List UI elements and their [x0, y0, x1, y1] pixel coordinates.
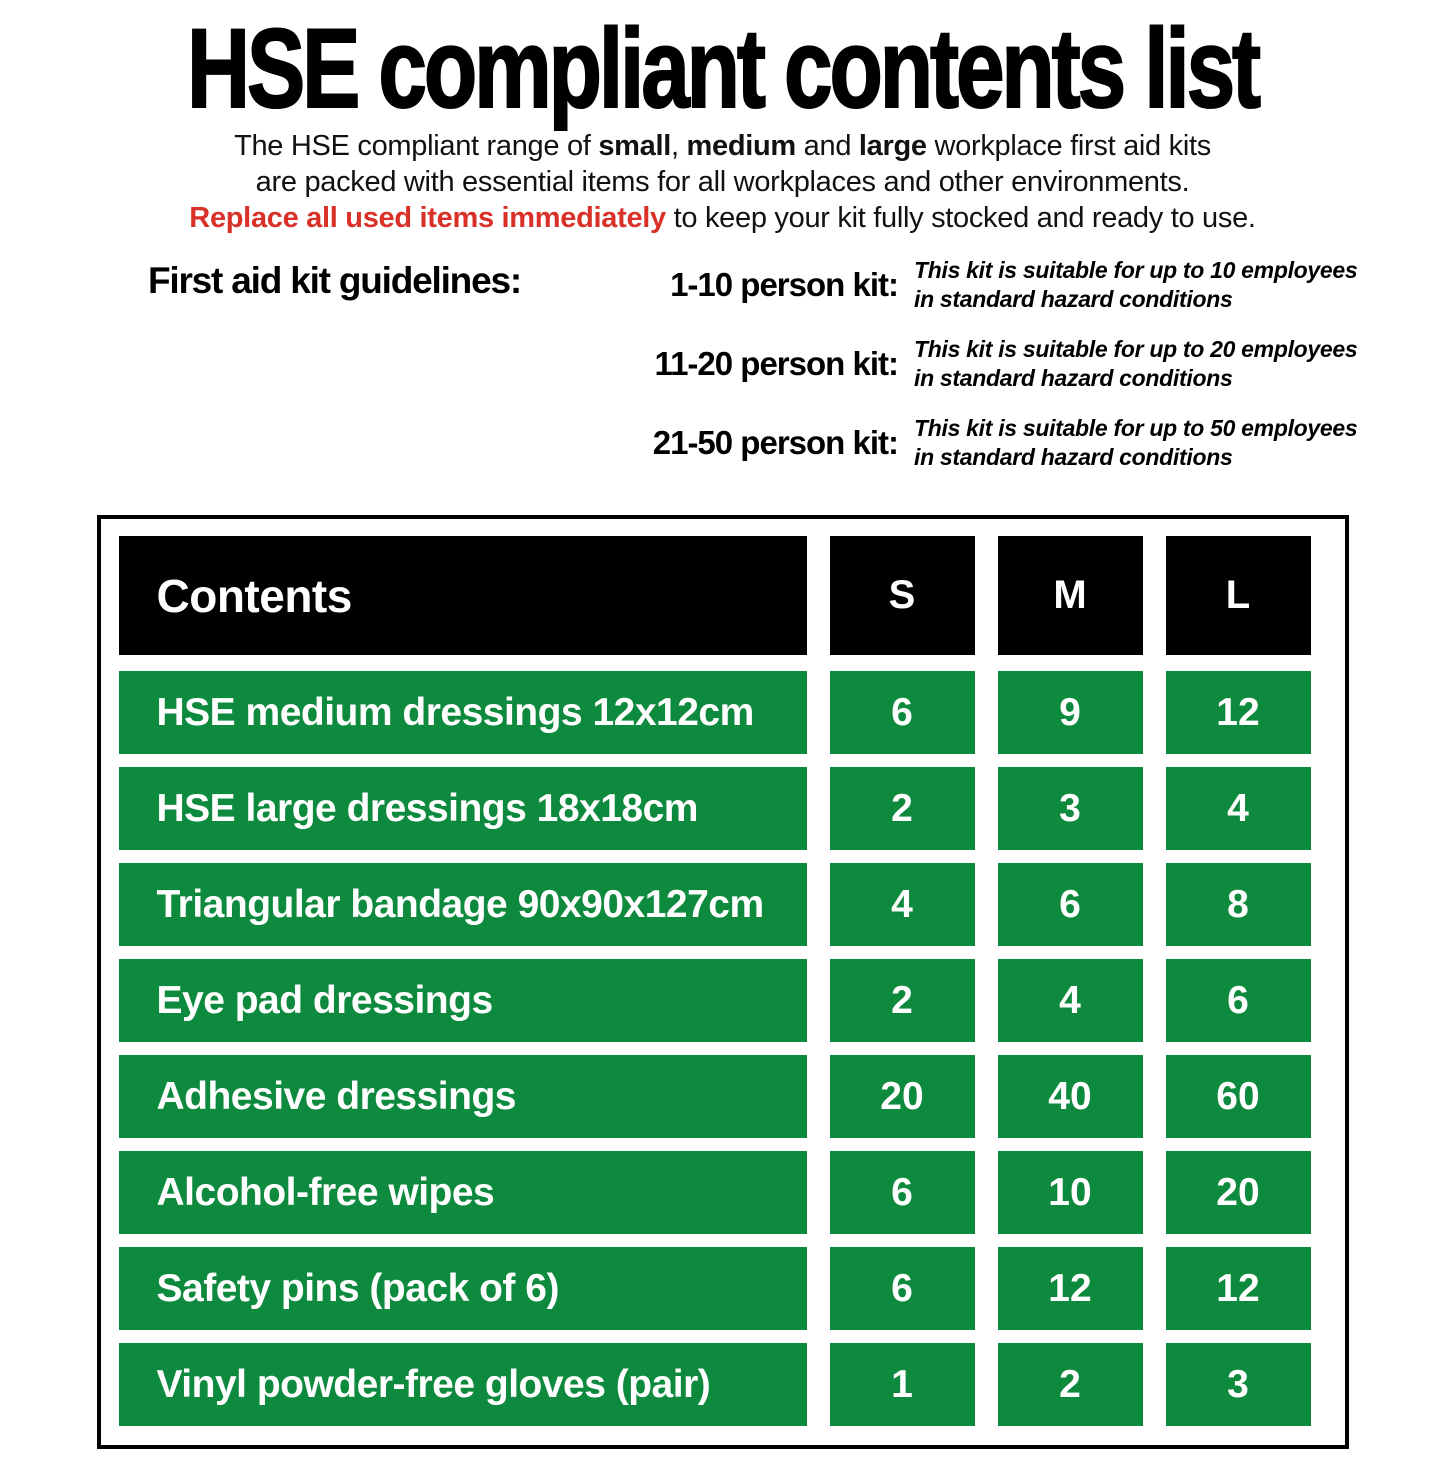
kit-size-label: 21-50 person kit:: [652, 424, 899, 462]
guidelines-list: 1-10 person kit: This kit is suitable fo…: [596, 256, 1392, 493]
quantity-cell-s: 2: [829, 767, 975, 851]
kit-size-label: 1-10 person kit:: [670, 266, 899, 304]
quantity-cell-s: 1: [829, 1343, 975, 1427]
quantity-cell-l: 20: [1165, 1151, 1311, 1235]
item-label-cell: Alcohol-free wipes: [118, 1151, 807, 1235]
table-row: Adhesive dressings 20 40 60: [118, 1055, 1325, 1139]
item-label-cell: Vinyl powder-free gloves (pair): [118, 1343, 807, 1427]
guidelines-heading: First aid kit guidelines:: [148, 260, 522, 302]
kit-size-description: This kit is suitable for up to 10 employ…: [914, 256, 1392, 314]
quantity-cell-m: 40: [997, 1055, 1143, 1139]
quantity-cell-m: 3: [997, 767, 1143, 851]
item-label-cell: Eye pad dressings: [118, 959, 807, 1043]
intro-line-3: Replace all used items immediately to ke…: [0, 200, 1445, 236]
description-line-1: This kit is suitable for up to 10 employ…: [914, 257, 1358, 284]
table-row: Vinyl powder-free gloves (pair) 1 2 3: [118, 1343, 1325, 1427]
table-row: Alcohol-free wipes 6 10 20: [118, 1151, 1325, 1235]
quantity-cell-m: 10: [997, 1151, 1143, 1235]
quantity-cell-s: 4: [829, 863, 975, 947]
quantity-cell-m: 9: [997, 671, 1143, 755]
item-label-cell: Safety pins (pack of 6): [118, 1247, 807, 1331]
quantity-cell-s: 6: [829, 671, 975, 755]
description-line-1: This kit is suitable for up to 20 employ…: [914, 336, 1358, 363]
quantity-cell-m: 2: [997, 1343, 1143, 1427]
quantity-cell-s: 6: [829, 1151, 975, 1235]
quantity-cell-s: 20: [829, 1055, 975, 1139]
intro-text: workplace first aid kits: [926, 130, 1211, 163]
description-line-2: in standard hazard conditions: [914, 286, 1233, 313]
quantity-cell-s: 2: [829, 959, 975, 1043]
guideline-item: 1-10 person kit: This kit is suitable fo…: [596, 256, 1392, 314]
emphasis-large: large: [858, 130, 927, 163]
warning-text: Replace all used items immediately: [189, 202, 666, 235]
kit-size-label: 11-20 person kit:: [654, 345, 899, 383]
guidelines-section: First aid kit guidelines: 1-10 person ki…: [0, 256, 1445, 493]
intro-text: The HSE compliant range of: [234, 130, 599, 163]
quantity-cell-l: 12: [1165, 671, 1311, 755]
contents-header-cell: Contents: [118, 536, 807, 656]
quantity-cell-l: 4: [1165, 767, 1311, 851]
intro-text: to keep your kit fully stocked and ready…: [665, 202, 1256, 235]
size-column-header-l: L: [1165, 536, 1311, 656]
description-line-1: This kit is suitable for up to 50 employ…: [914, 415, 1358, 442]
description-line-2: in standard hazard conditions: [914, 444, 1233, 471]
quantity-cell-l: 12: [1165, 1247, 1311, 1331]
size-column-header-m: M: [997, 536, 1143, 656]
quantity-cell-m: 4: [997, 959, 1143, 1043]
intro-line-1: The HSE compliant range of small, medium…: [0, 128, 1445, 164]
page: HSE compliant contents list The HSE comp…: [0, 6, 1445, 1450]
intro-line-2: are packed with essential items for all …: [255, 166, 1190, 199]
table-row: HSE medium dressings 12x12cm 6 9 12: [118, 671, 1325, 755]
kit-size-description: This kit is suitable for up to 20 employ…: [914, 335, 1392, 393]
quantity-cell-m: 12: [997, 1247, 1143, 1331]
table-row: Triangular bandage 90x90x127cm 4 6 8: [118, 863, 1325, 947]
table-row: Eye pad dressings 2 4 6: [118, 959, 1325, 1043]
kit-size-description: This kit is suitable for up to 50 employ…: [914, 414, 1392, 472]
table-row: Safety pins (pack of 6) 6 12 12: [118, 1247, 1325, 1331]
item-label-cell: Adhesive dressings: [118, 1055, 807, 1139]
quantity-cell-m: 6: [997, 863, 1143, 947]
quantity-cell-l: 3: [1165, 1343, 1311, 1427]
quantity-cell-s: 6: [829, 1247, 975, 1331]
intro-text: and: [795, 130, 859, 163]
quantity-cell-l: 6: [1165, 959, 1311, 1043]
contents-table: Contents S M L HSE medium dressings 12x1…: [96, 515, 1349, 1450]
item-label-cell: HSE medium dressings 12x12cm: [118, 671, 807, 755]
table-row: HSE large dressings 18x18cm 2 3 4: [118, 767, 1325, 851]
description-line-2: in standard hazard conditions: [914, 365, 1233, 392]
quantity-cell-l: 8: [1165, 863, 1311, 947]
emphasis-small: small: [598, 130, 671, 163]
item-label-cell: HSE large dressings 18x18cm: [118, 767, 807, 851]
item-label-cell: Triangular bandage 90x90x127cm: [118, 863, 807, 947]
guideline-item: 21-50 person kit: This kit is suitable f…: [596, 414, 1392, 472]
intro-text: ,: [671, 130, 687, 163]
page-title: HSE compliant contents list: [186, 6, 1262, 131]
emphasis-medium: medium: [686, 130, 797, 163]
table-header-row: Contents S M L: [118, 536, 1325, 656]
size-column-header-s: S: [829, 536, 975, 656]
quantity-cell-l: 60: [1165, 1055, 1311, 1139]
guideline-item: 11-20 person kit: This kit is suitable f…: [596, 335, 1392, 393]
